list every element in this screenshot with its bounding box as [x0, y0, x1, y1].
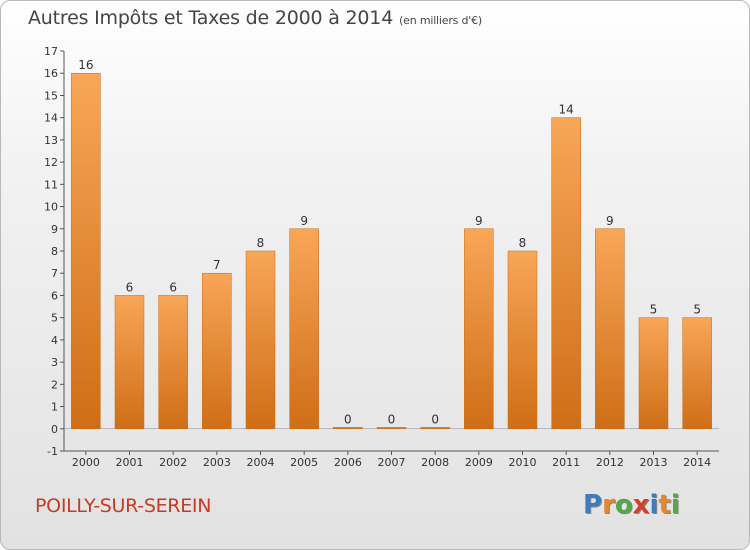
- bar-2014: [682, 317, 712, 430]
- value-label-2008: 0: [431, 412, 439, 426]
- y-tick-label: 11: [44, 178, 58, 191]
- x-tick-label-2002: 2002: [159, 456, 187, 469]
- bar-2001: [114, 295, 145, 430]
- value-label-2005: 9: [300, 214, 308, 228]
- bar-2004: [245, 250, 276, 430]
- bars: 16 6 6 7 8 9 0 0 0 9 8 14 9 5 5: [71, 58, 712, 430]
- x-tick-label-2008: 2008: [421, 456, 449, 469]
- value-label-2009: 9: [475, 214, 483, 228]
- y-tick-label: 13: [44, 134, 58, 147]
- chart-title-text: Autres Impôts et Taxes de 2000 à 2014: [28, 7, 394, 29]
- y-tick-label: 15: [44, 89, 58, 102]
- bar-2005: [289, 228, 319, 430]
- bar-2013: [638, 317, 669, 430]
- value-label-2002: 6: [169, 280, 177, 294]
- value-label-2003: 7: [213, 258, 221, 272]
- bar-2012: [595, 228, 625, 430]
- y-tick-label: 7: [51, 267, 58, 280]
- y-tick-label: 0: [51, 423, 58, 436]
- x-tick-label-2007: 2007: [378, 456, 406, 469]
- bar-2011: [551, 117, 581, 430]
- y-tick-label: 5: [51, 312, 58, 325]
- value-label-2011: 14: [559, 103, 574, 117]
- value-label-2006: 0: [344, 412, 352, 426]
- logo-letter: x: [632, 490, 650, 520]
- logo-letter: i: [649, 490, 659, 520]
- y-tick-label: 4: [51, 334, 58, 347]
- chart-title: Autres Impôts et Taxes de 2000 à 2014 (en…: [28, 7, 482, 29]
- value-label-2010: 8: [519, 236, 527, 250]
- bar-2002: [158, 295, 188, 430]
- logo-letter: t: [658, 490, 671, 520]
- bar-2008: [420, 427, 450, 430]
- y-tick-label: -1: [47, 445, 58, 458]
- bar-2003: [202, 272, 232, 430]
- x-tick-label-2003: 2003: [203, 456, 231, 469]
- bar-2009: [464, 228, 494, 430]
- y-tick-label: 16: [44, 67, 58, 80]
- y-tick-label: 9: [51, 223, 58, 236]
- value-label-2004: 8: [257, 236, 265, 250]
- x-tick-label-2013: 2013: [640, 456, 668, 469]
- x-tick-label-2014: 2014: [683, 456, 711, 469]
- value-label-2013: 5: [650, 303, 658, 317]
- x-tick-label-2010: 2010: [509, 456, 537, 469]
- bar-2010: [507, 250, 538, 430]
- x-tick-label-2000: 2000: [72, 456, 100, 469]
- x-tick-label-2005: 2005: [290, 456, 318, 469]
- y-tick-label: 6: [51, 289, 58, 302]
- value-label-2014: 5: [693, 303, 701, 317]
- value-label-2001: 6: [126, 280, 134, 294]
- y-tick-label: 8: [51, 245, 58, 258]
- x-tick-label-2001: 2001: [116, 456, 144, 469]
- y-tick-label: 2: [51, 378, 58, 391]
- y-tick-label: 1: [51, 401, 58, 414]
- x-tick-label-2012: 2012: [596, 456, 624, 469]
- y-tick-label: 3: [51, 356, 58, 369]
- logo-letter: P: [583, 490, 603, 520]
- x-tick-label-2006: 2006: [334, 456, 362, 469]
- x-tick-label-2011: 2011: [552, 456, 580, 469]
- commune-name: POILLY-SUR-SEREIN: [35, 495, 212, 517]
- x-tick-label-2004: 2004: [247, 456, 275, 469]
- bar-2007: [376, 427, 407, 430]
- logo-letter: i: [670, 490, 680, 520]
- logo-letter: r: [602, 490, 615, 520]
- y-tick-label: 10: [44, 201, 58, 214]
- y-tick-label: 12: [44, 156, 58, 169]
- value-label-2000: 16: [78, 58, 93, 72]
- value-label-2012: 9: [606, 214, 614, 228]
- y-tick-label: 17: [44, 45, 58, 58]
- x-tick-label-2009: 2009: [465, 456, 493, 469]
- chart-subtitle: (en milliers d'€): [399, 14, 482, 27]
- value-label-2007: 0: [388, 412, 396, 426]
- logo-letter: o: [614, 490, 633, 520]
- proxiti-logo: Proxiti: [583, 490, 680, 520]
- bar-2000: [71, 72, 101, 430]
- bar-2006: [333, 427, 363, 430]
- y-tick-label: 14: [44, 112, 58, 125]
